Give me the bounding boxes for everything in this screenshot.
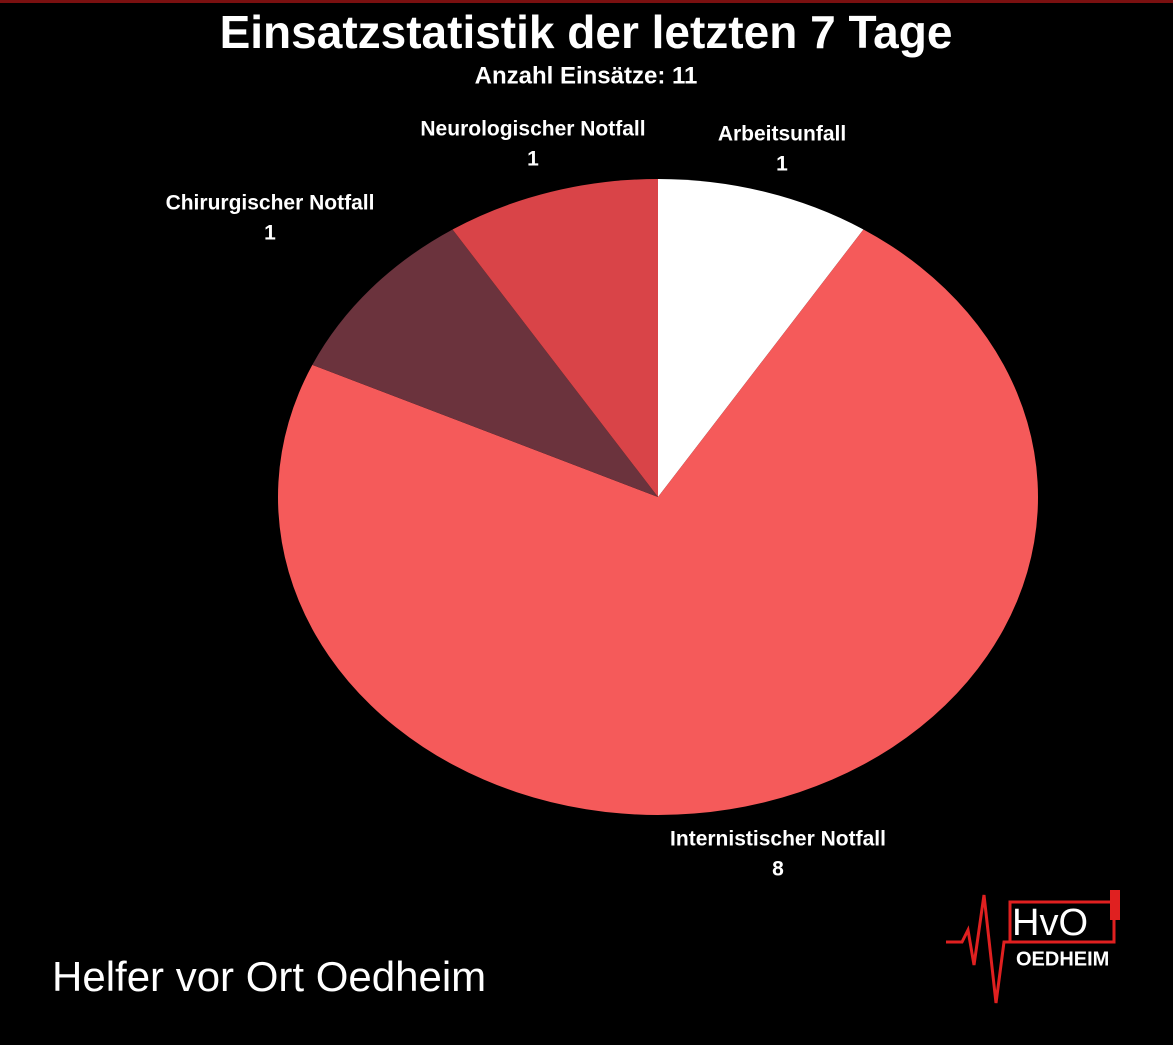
- value-label: 1: [776, 153, 788, 176]
- slice-label: Arbeitsunfall: [718, 123, 846, 146]
- logo-box: [1008, 900, 1116, 944]
- logo-subtext: OEDHEIM: [1016, 948, 1109, 970]
- slice-label: Chirurgischer Notfall: [166, 192, 375, 215]
- value-label: 8: [772, 858, 784, 881]
- value-label: 1: [527, 148, 539, 171]
- pie-slice: [277, 229, 1038, 815]
- slice-label: Neurologischer Notfall: [420, 118, 645, 141]
- logo-mic: [1110, 890, 1120, 920]
- top-border: [0, 0, 1173, 3]
- chart-subtitle: Anzahl Einsätze: 11: [475, 62, 698, 89]
- logo-text: HvO: [1012, 902, 1088, 944]
- slice-label: Internistischer Notfall: [670, 828, 886, 851]
- pie: [277, 179, 1038, 815]
- logo: HvO OEDHEIM: [946, 890, 1120, 1004]
- pie-slice: [452, 179, 658, 497]
- pie-slice: [658, 179, 864, 497]
- pie-slice: [312, 229, 658, 497]
- footer: Helfer vor Ort Oedheim: [52, 953, 486, 1000]
- chart-title: Einsatzstatistik der letzten 7 Tage: [220, 6, 953, 58]
- value-label: 1: [264, 222, 276, 245]
- logo-ecg: [946, 894, 1012, 1004]
